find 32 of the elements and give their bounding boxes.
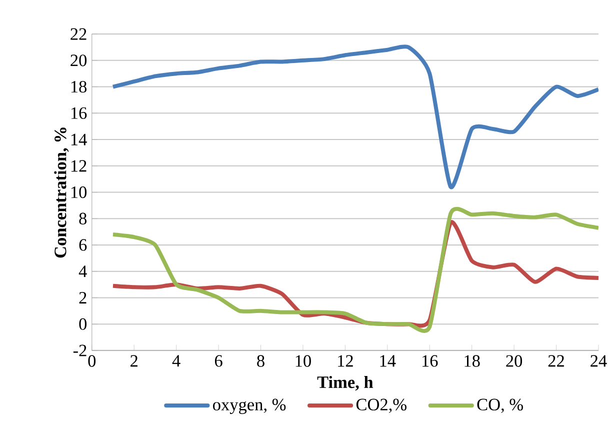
line-series	[110, 44, 598, 189]
legend-label: oxygen, %	[213, 398, 286, 414]
y-tick-label: 8	[79, 212, 87, 224]
x-tick-label: 20	[506, 355, 522, 367]
x-tick-label: 22	[548, 355, 564, 367]
x-tick-label: 12	[338, 355, 353, 367]
x-tick-label: 2	[130, 355, 138, 367]
x-tick-label: 16	[422, 355, 438, 367]
legend-label: CO, %	[477, 398, 523, 413]
x-tick-label: 10	[296, 355, 311, 367]
y-tick-label: 4	[78, 266, 87, 278]
x-tick-label: 14	[380, 355, 396, 367]
x-tick-label: 4	[172, 355, 180, 367]
legend-label: CO2,%	[356, 398, 406, 413]
x-tick-label: 8	[257, 355, 264, 367]
y-tick-label: 2	[79, 292, 86, 304]
y-tick-label: 20	[70, 54, 87, 66]
y-tick-label: -2	[73, 344, 86, 356]
y-tick-label: 10	[71, 186, 87, 198]
y-tick-label: 16	[71, 107, 87, 119]
y-tick-label: 14	[71, 134, 87, 146]
x-tick-label: 6	[214, 355, 222, 367]
y-tick-label: 22	[70, 28, 86, 40]
x-tick-label: 0	[88, 355, 96, 367]
y-tick-label: 18	[71, 80, 87, 93]
x-axis-title: Time, h	[317, 376, 374, 391]
y-tick-label: 6	[79, 239, 87, 251]
y-axis-title: Concentration, %	[54, 128, 69, 258]
y-tick-label: 0	[79, 318, 87, 330]
x-tick-label: 24	[590, 355, 607, 367]
y-tick-label: 12	[71, 160, 86, 172]
x-tick-label: 18	[464, 355, 480, 367]
